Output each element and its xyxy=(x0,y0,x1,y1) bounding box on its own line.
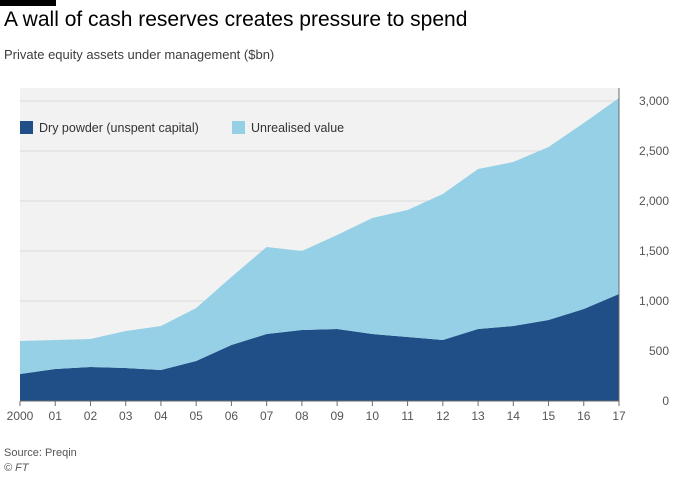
y-tick-label: 1,000 xyxy=(639,294,669,308)
y-tick-label: 0 xyxy=(662,394,669,408)
x-tick-label: 10 xyxy=(366,409,380,423)
y-tick-label: 2,000 xyxy=(639,194,669,208)
area-series-1 xyxy=(20,294,619,401)
x-tick-label: 01 xyxy=(49,409,63,423)
legend-label: Dry powder (unspent capital) xyxy=(39,121,199,135)
y-tick-label: 3,000 xyxy=(639,94,669,108)
area-series xyxy=(20,98,619,401)
y-tick-label: 500 xyxy=(649,344,669,358)
x-tick-label: 02 xyxy=(84,409,98,423)
x-tick-label: 04 xyxy=(154,409,168,423)
x-tick-label: 15 xyxy=(542,409,556,423)
axes xyxy=(20,88,620,402)
header-accent-bar xyxy=(0,0,56,6)
x-axis-tick-labels: 2000 01 02 03 04 05 06 07 08 09 10 11 12 13 14 15 16 17 xyxy=(7,401,626,423)
chart-title: A wall of cash reserves creates pressure… xyxy=(4,8,468,31)
copyright-note: © FT xyxy=(4,462,29,474)
source-note: Source: Preqin xyxy=(4,447,77,459)
x-tick-label: 11 xyxy=(401,409,414,423)
x-tick-label: 17 xyxy=(612,409,626,423)
x-tick-label: 2000 xyxy=(7,409,34,423)
y-tick-label: 1,500 xyxy=(639,244,669,258)
legend-swatch xyxy=(232,121,245,134)
x-tick-label: 07 xyxy=(260,409,274,423)
x-tick-label: 14 xyxy=(507,409,521,423)
x-tick-label: 13 xyxy=(471,409,485,423)
x-tick-label: 08 xyxy=(295,409,309,423)
y-axis-tick-labels: 0 500 1,000 1,500 2,000 2,500 3,000 xyxy=(639,94,669,408)
x-tick-label: 03 xyxy=(119,409,133,423)
x-tick-label: 16 xyxy=(577,409,591,423)
chart-subtitle: Private equity assets under management (… xyxy=(4,47,275,62)
y-tick-label: 2,500 xyxy=(639,144,669,158)
x-tick-label: 06 xyxy=(225,409,239,423)
x-tick-label: 09 xyxy=(330,409,344,423)
legend: Dry powder (unspent capital) Unrealised v… xyxy=(20,121,344,135)
x-tick-label: 05 xyxy=(189,409,203,423)
legend-label: Unrealised value xyxy=(251,121,344,135)
area-series-2 xyxy=(20,98,619,374)
legend-swatch xyxy=(20,121,33,134)
x-tick-label: 12 xyxy=(436,409,450,423)
